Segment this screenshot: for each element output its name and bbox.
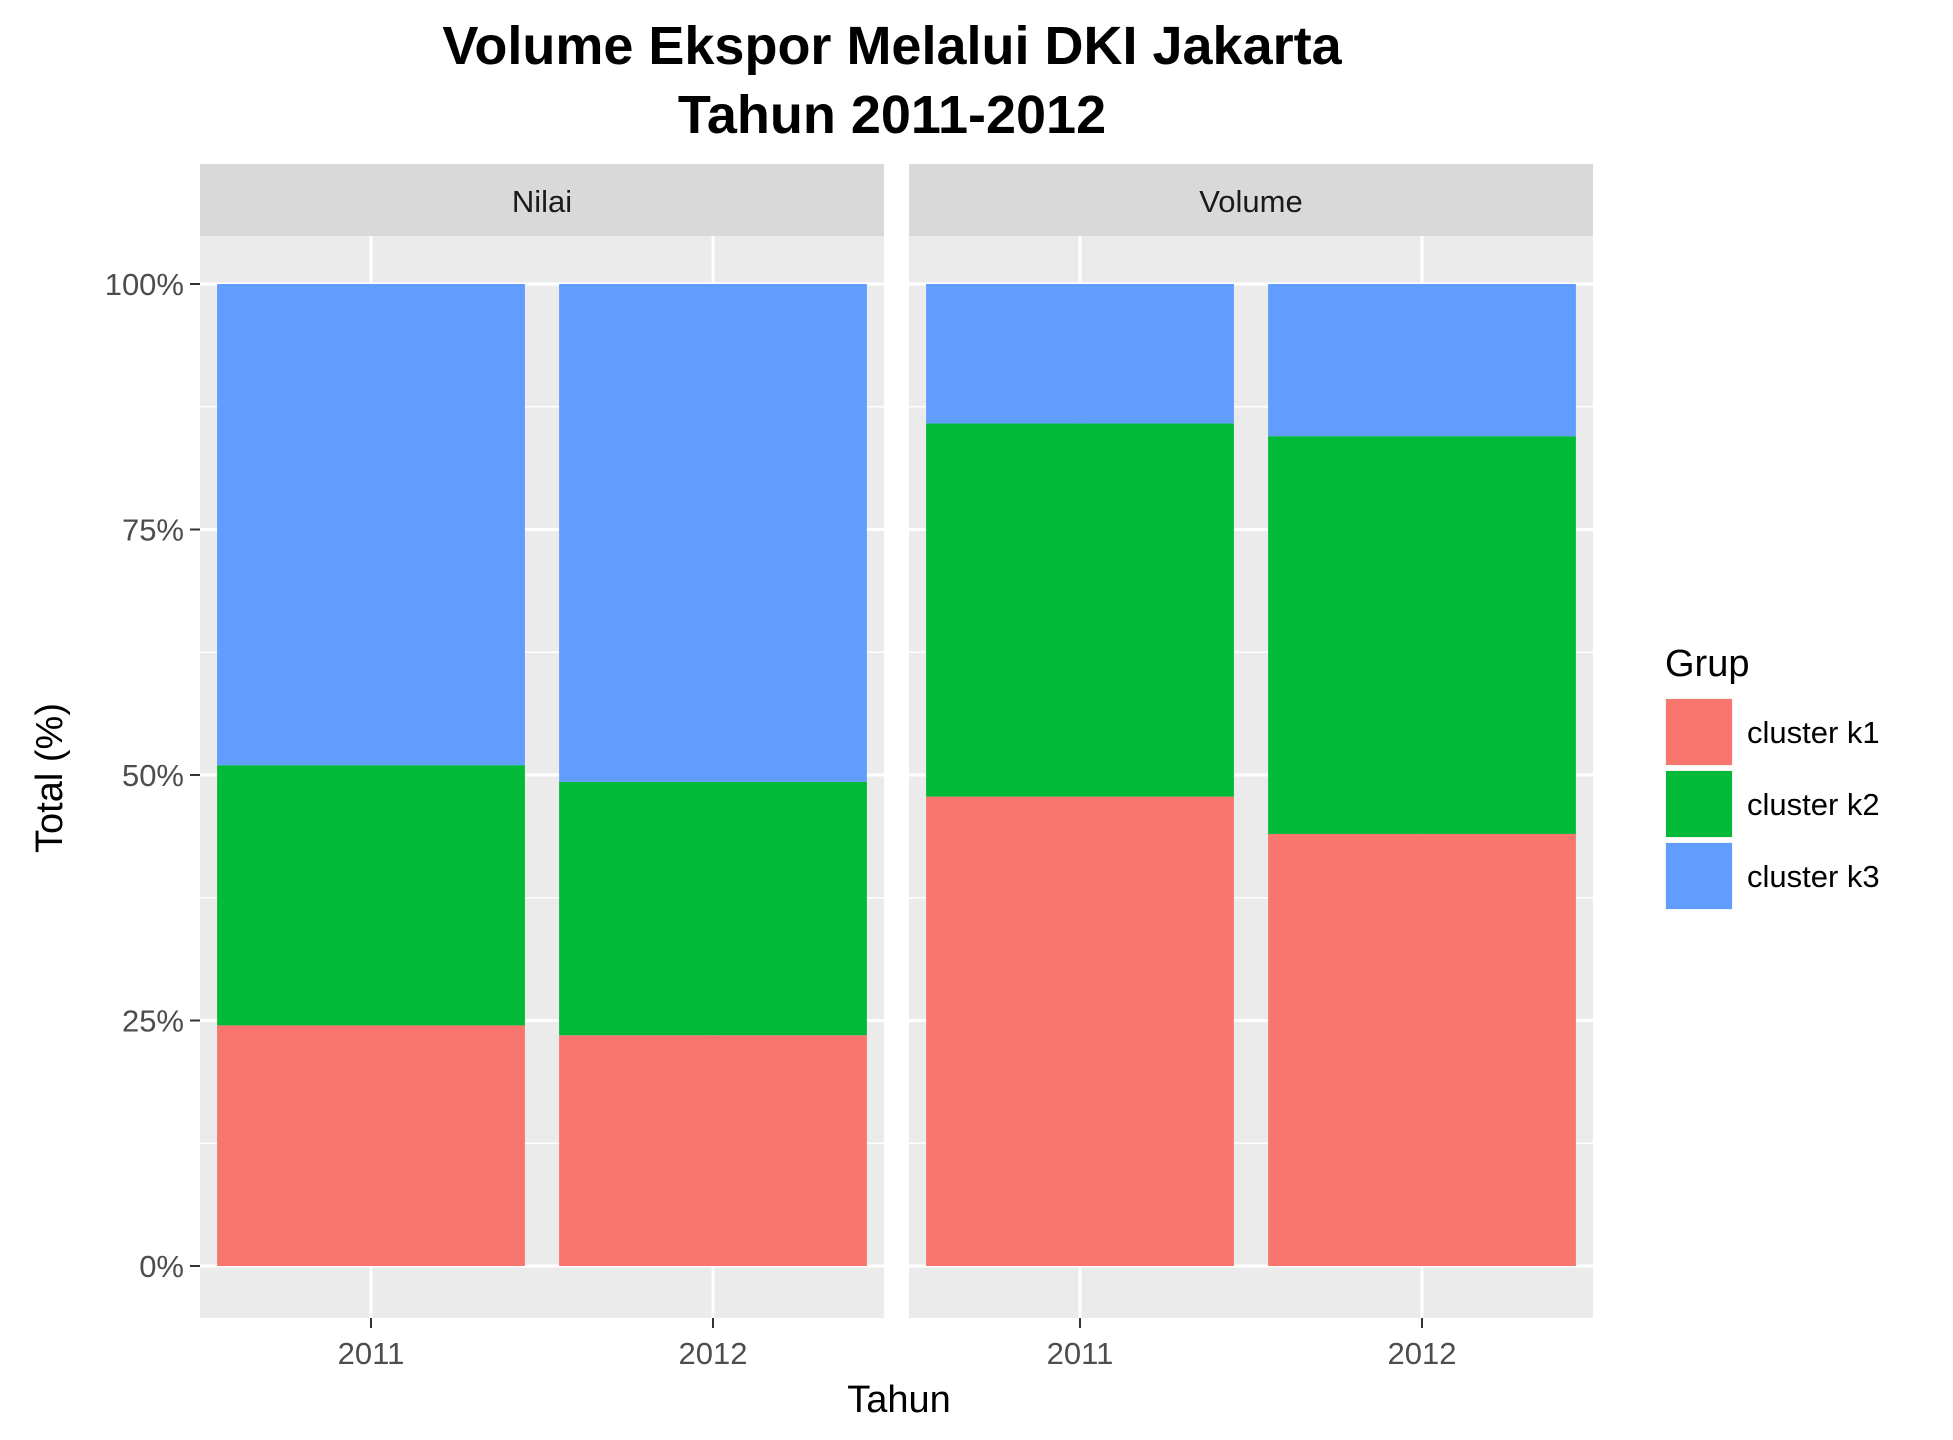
x-tick-label: 2012 xyxy=(679,1336,748,1371)
legend-key-cluster-k1 xyxy=(1666,699,1732,765)
bar-volume-2012-cluster-k3 xyxy=(1268,284,1576,437)
x-tick-label: 2012 xyxy=(1388,1336,1457,1371)
legend: Grup cluster k1 cluster k2 cluster k3 xyxy=(1665,643,1880,910)
facet-panel-nilai: Nilai 2011 2012 xyxy=(200,164,884,1371)
plot-area: Nilai 2011 2012 Volume 2011 2012 0% 25% 50% 75% 10… xyxy=(105,164,1593,1371)
y-tick-label: 0% xyxy=(139,1249,184,1284)
bar-volume-2011-cluster-k2 xyxy=(926,423,1234,797)
x-axis-title: Tahun xyxy=(847,1379,951,1421)
bar-nilai-2011-cluster-k1 xyxy=(217,1025,525,1266)
bar-nilai-2011-cluster-k2 xyxy=(217,765,525,1026)
bar-volume-2011-cluster-k3 xyxy=(926,284,1234,424)
y-tick-label: 100% xyxy=(105,267,184,302)
facet-panel-volume: Volume 2011 2012 xyxy=(909,164,1593,1371)
x-tick-label: 2011 xyxy=(338,1336,405,1371)
facet-strip-label: Nilai xyxy=(512,184,572,219)
chart-title-line-2: Tahun 2011-2012 xyxy=(678,85,1106,145)
bar-volume-2012-cluster-k1 xyxy=(1268,833,1576,1266)
facet-strip-label: Volume xyxy=(1199,184,1302,219)
x-tick-label: 2011 xyxy=(1047,1336,1114,1371)
facet-strip-background xyxy=(909,164,1593,236)
bar-nilai-2012-cluster-k1 xyxy=(559,1035,867,1266)
bar-nilai-2012-cluster-k3 xyxy=(559,284,867,782)
legend-label: cluster k2 xyxy=(1747,787,1880,822)
legend-label: cluster k3 xyxy=(1747,859,1880,894)
y-axis-title: Total (%) xyxy=(29,703,71,853)
legend-title: Grup xyxy=(1665,643,1749,685)
legend-label: cluster k1 xyxy=(1747,715,1880,750)
y-tick-label: 25% xyxy=(122,1004,184,1039)
y-tick-label: 75% xyxy=(122,513,184,548)
bar-nilai-2011-cluster-k3 xyxy=(217,284,525,766)
bar-volume-2011-cluster-k1 xyxy=(926,796,1234,1266)
legend-key-cluster-k3 xyxy=(1666,843,1732,909)
legend-key-cluster-k2 xyxy=(1666,771,1732,837)
bar-nilai-2012-cluster-k2 xyxy=(559,781,867,1036)
y-tick-label: 50% xyxy=(122,758,184,793)
chart-title-line-1: Volume Ekspor Melalui DKI Jakarta xyxy=(442,16,1342,76)
facet-strip-background xyxy=(200,164,884,236)
bar-volume-2012-cluster-k2 xyxy=(1268,436,1576,834)
